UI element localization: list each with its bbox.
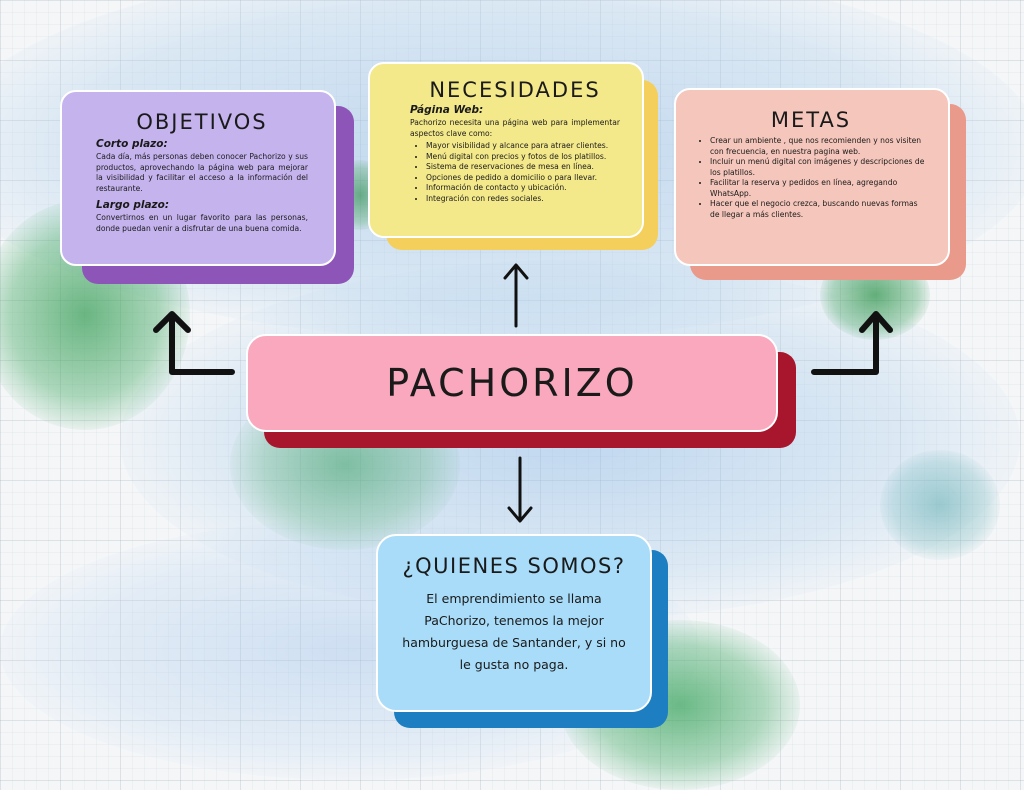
metas-title: METAS (770, 108, 852, 132)
arrow-to-metas (811, 311, 893, 375)
necesidades-item: Mayor visibilidad y alcance para atraer … (426, 141, 620, 152)
metas-item: Crear un ambiente , que nos recomienden … (710, 136, 928, 157)
metas-item: Incluir un menú digital con imágenes y d… (710, 157, 928, 178)
objetivos-long-label: Largo plazo: (96, 199, 170, 211)
arrow-to-necesidades (503, 263, 529, 328)
metas-item: Facilitar la reserva y pedidos en línea,… (710, 178, 928, 199)
necesidades-list: Mayor visibilidad y alcance para atraer … (410, 141, 620, 204)
necesidades-card: NECESIDADES Página Web: Pachorizo necesi… (368, 62, 644, 238)
metas-card: METAS Crear un ambiente , que nos recomi… (674, 88, 950, 266)
objetivos-short-text: Cada día, más personas deben conocer Pac… (96, 152, 308, 193)
objetivos-short-label: Corto plazo: (96, 138, 168, 150)
necesidades-item: Información de contacto y ubicación. (426, 183, 620, 194)
necesidades-item: Sistema de reservaciones de mesa en líne… (426, 162, 620, 173)
arrow-to-quienes (507, 456, 533, 523)
necesidades-title: NECESIDADES (429, 78, 601, 102)
center-card: PACHORIZO (246, 334, 778, 432)
metas-item: Hacer que el negocio crezca, buscando nu… (710, 199, 928, 220)
necesidades-item: Opciones de pedido a domicilio o para ll… (426, 173, 620, 184)
necesidades-item: Integración con redes sociales. (426, 194, 620, 205)
necesidades-item: Menú digital con precios y fotos de los … (426, 152, 620, 163)
objetivos-title: OBJETIVOS (136, 110, 268, 134)
quienes-card: ¿QUIENES SOMOS? El emprendimiento se lla… (376, 534, 652, 712)
necesidades-intro: Pachorizo necesita una página web para i… (410, 118, 620, 138)
metas-list: Crear un ambiente , que nos recomienden … (694, 136, 928, 220)
center-title: PACHORIZO (386, 361, 638, 405)
objetivos-card: OBJETIVOS Corto plazo: Cada día, más per… (60, 90, 336, 266)
objetivos-long-text: Convertirnos en un lugar favorito para l… (96, 213, 308, 233)
arrow-to-objetivos (153, 311, 235, 375)
necesidades-sub-label: Página Web: (410, 104, 484, 116)
quienes-title: ¿QUIENES SOMOS? (402, 554, 626, 578)
quienes-text: El emprendimiento se llama PaChorizo, te… (402, 591, 626, 672)
